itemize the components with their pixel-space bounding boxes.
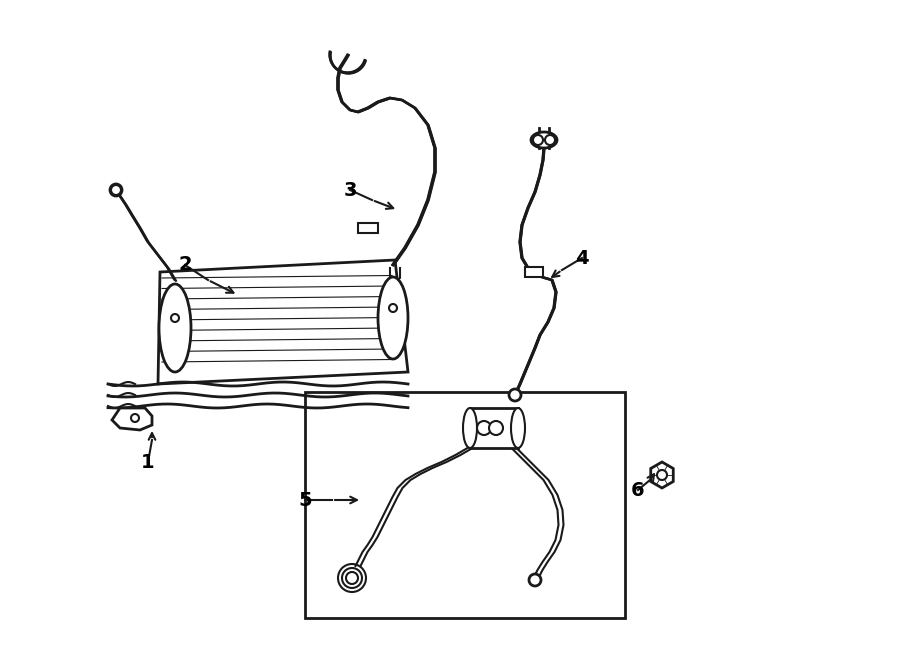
Circle shape xyxy=(533,135,543,145)
Circle shape xyxy=(389,304,397,312)
Bar xyxy=(470,408,518,448)
Ellipse shape xyxy=(531,132,557,148)
Ellipse shape xyxy=(511,408,525,448)
Bar xyxy=(525,267,543,277)
Polygon shape xyxy=(112,408,152,430)
Text: 1: 1 xyxy=(141,453,155,471)
Text: 2: 2 xyxy=(178,256,192,274)
Ellipse shape xyxy=(378,277,408,359)
Circle shape xyxy=(545,135,555,145)
Polygon shape xyxy=(651,462,673,488)
Ellipse shape xyxy=(159,284,191,372)
Text: 6: 6 xyxy=(631,481,644,500)
Bar xyxy=(305,392,625,618)
Text: 3: 3 xyxy=(343,180,356,200)
Circle shape xyxy=(110,184,122,196)
Circle shape xyxy=(131,414,139,422)
Ellipse shape xyxy=(463,408,477,448)
Circle shape xyxy=(171,314,179,322)
Circle shape xyxy=(509,389,521,401)
Circle shape xyxy=(529,574,541,586)
Text: 5: 5 xyxy=(298,490,311,510)
Circle shape xyxy=(657,470,667,480)
Circle shape xyxy=(477,421,491,435)
Polygon shape xyxy=(158,260,408,384)
Circle shape xyxy=(489,421,503,435)
Ellipse shape xyxy=(111,185,121,195)
Text: 4: 4 xyxy=(575,249,589,268)
Bar xyxy=(358,223,378,233)
